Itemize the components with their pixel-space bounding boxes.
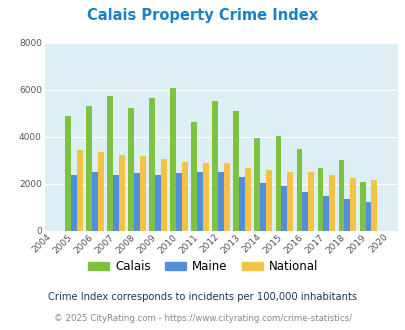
- Bar: [77, 150, 83, 231]
- Bar: [92, 172, 98, 231]
- Bar: [317, 168, 323, 231]
- Bar: [202, 163, 209, 231]
- Bar: [191, 122, 197, 231]
- Bar: [260, 183, 266, 231]
- Bar: [364, 202, 371, 231]
- Bar: [245, 168, 251, 231]
- Bar: [296, 149, 302, 231]
- Bar: [359, 182, 364, 231]
- Bar: [281, 186, 287, 231]
- Legend: Calais, Maine, National: Calais, Maine, National: [83, 255, 322, 278]
- Bar: [170, 87, 176, 231]
- Bar: [343, 199, 350, 231]
- Bar: [140, 156, 146, 231]
- Bar: [302, 192, 307, 231]
- Bar: [119, 154, 125, 231]
- Bar: [98, 152, 104, 231]
- Bar: [239, 177, 245, 231]
- Bar: [350, 178, 355, 231]
- Bar: [113, 175, 119, 231]
- Text: Crime Index corresponds to incidents per 100,000 inhabitants: Crime Index corresponds to incidents per…: [48, 292, 357, 302]
- Bar: [307, 172, 313, 231]
- Bar: [287, 172, 292, 231]
- Bar: [254, 138, 260, 231]
- Bar: [218, 172, 224, 231]
- Bar: [266, 170, 271, 231]
- Bar: [224, 163, 230, 231]
- Bar: [176, 173, 182, 231]
- Bar: [323, 196, 328, 231]
- Bar: [149, 98, 155, 231]
- Bar: [328, 175, 335, 231]
- Bar: [275, 136, 281, 231]
- Bar: [212, 101, 218, 231]
- Bar: [155, 175, 161, 231]
- Bar: [65, 116, 71, 231]
- Bar: [128, 108, 134, 231]
- Bar: [371, 181, 376, 231]
- Bar: [197, 172, 202, 231]
- Bar: [86, 106, 92, 231]
- Bar: [338, 160, 343, 231]
- Bar: [182, 162, 188, 231]
- Text: © 2025 CityRating.com - https://www.cityrating.com/crime-statistics/: © 2025 CityRating.com - https://www.city…: [54, 314, 351, 323]
- Bar: [233, 111, 239, 231]
- Text: Calais Property Crime Index: Calais Property Crime Index: [87, 8, 318, 23]
- Bar: [134, 173, 140, 231]
- Bar: [161, 159, 166, 231]
- Bar: [107, 96, 113, 231]
- Bar: [71, 175, 77, 231]
